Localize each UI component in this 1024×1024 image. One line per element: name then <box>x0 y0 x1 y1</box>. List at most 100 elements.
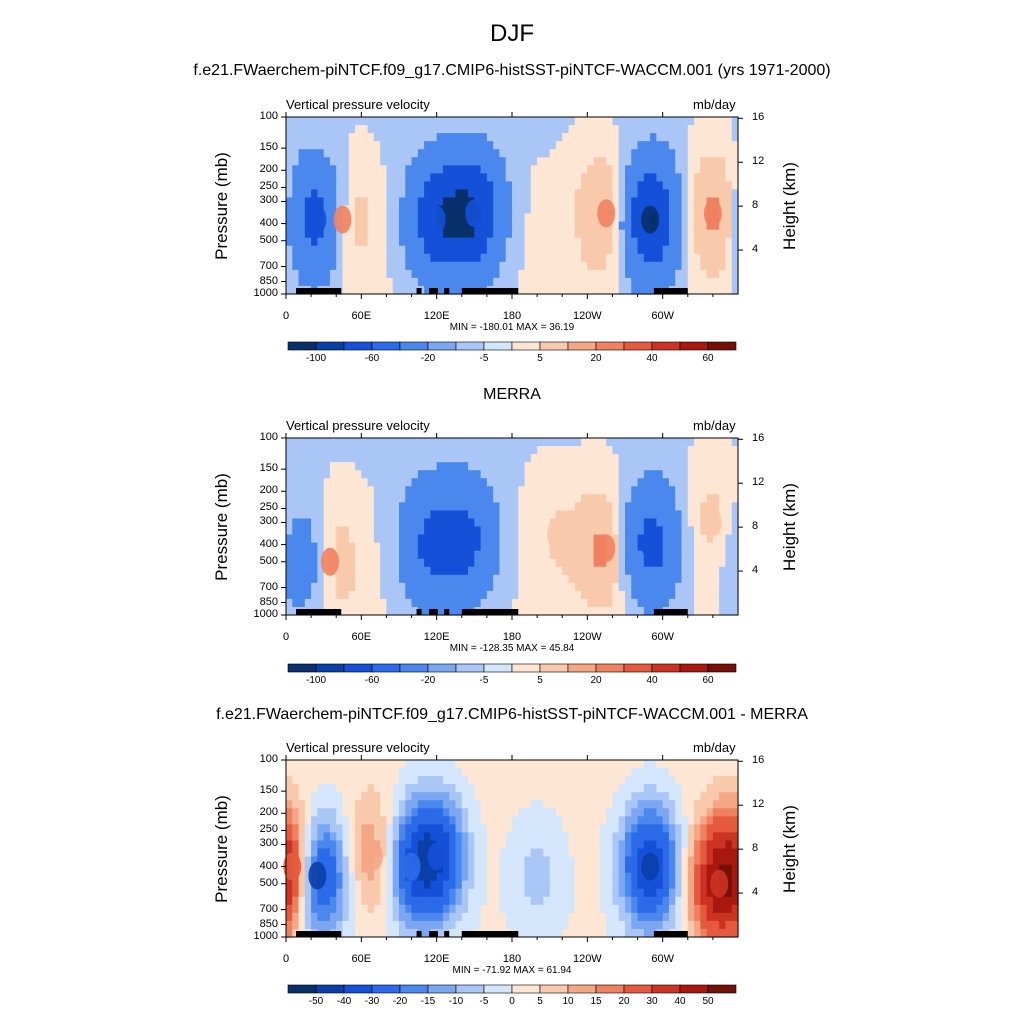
heatmap-cell <box>386 598 394 608</box>
heatmap-cell <box>329 173 337 182</box>
heatmap-cell <box>662 189 670 199</box>
heatmap-cell <box>537 542 544 552</box>
heatmap-cell <box>518 197 526 207</box>
heatmap-cell <box>700 518 708 528</box>
heatmap-cell <box>336 229 344 239</box>
heatmap-cell <box>668 574 676 584</box>
heatmap-cell <box>537 502 544 512</box>
heatmap-cell <box>292 205 300 215</box>
heatmap-cell <box>543 558 551 568</box>
heatmap-cell <box>637 502 645 512</box>
heatmap-cell <box>480 205 488 215</box>
colorbar-box <box>315 341 345 351</box>
heatmap-cell <box>493 832 501 842</box>
heatmap-cell <box>612 125 620 134</box>
heatmap-cell <box>712 165 720 174</box>
heatmap-cell <box>631 598 639 608</box>
heatmap-cell <box>480 229 488 239</box>
heatmap-cell <box>442 149 450 158</box>
heatmap-cell <box>361 133 369 142</box>
heatmap-cell <box>442 904 450 914</box>
x-tick-label: 120E <box>423 310 450 322</box>
heatmap-cell <box>687 125 695 134</box>
heatmap-cell <box>518 261 526 271</box>
heatmap-cell <box>367 872 375 882</box>
heatmap-cell <box>380 558 388 568</box>
heatmap-cell <box>581 454 588 463</box>
heatmap-cell <box>555 205 563 215</box>
heatmap-cell <box>292 896 300 906</box>
right-tick-label: 16 <box>752 111 765 124</box>
heatmap-cell <box>593 928 601 938</box>
heatmap-cell <box>455 237 463 247</box>
heatmap-cell <box>424 470 431 479</box>
heatmap-cell <box>373 221 381 231</box>
heatmap-cell <box>317 784 325 793</box>
heatmap-cell <box>562 598 570 608</box>
heatmap-cell <box>612 494 620 503</box>
heatmap-cell <box>373 566 381 576</box>
heatmap-cell <box>461 760 469 769</box>
heatmap-cell <box>618 816 626 825</box>
heatmap-cell <box>286 606 293 616</box>
heatmap-cell <box>355 832 362 842</box>
figure-title: DJF <box>490 20 534 47</box>
heatmap-cell <box>417 494 425 503</box>
heatmap-cell <box>486 582 494 592</box>
heatmap-cell <box>524 173 532 182</box>
heatmap-cell <box>367 792 375 801</box>
heatmap-cell <box>386 133 394 142</box>
heatmap-cell <box>587 261 595 271</box>
heatmap-cell <box>712 760 720 769</box>
heatmap-cell <box>348 454 356 463</box>
y-tick-label: 400 <box>259 216 278 229</box>
heatmap-cell <box>468 125 475 134</box>
heatmap-cell <box>323 872 331 882</box>
heatmap-cell <box>505 768 513 777</box>
heatmap-cell <box>304 888 312 898</box>
heatmap-cell <box>587 165 595 174</box>
heatmap-cell <box>417 486 425 495</box>
heatmap-cell <box>380 920 388 930</box>
heatmap-cell <box>719 824 727 834</box>
heatmap-cell <box>681 558 689 568</box>
heatmap-cell <box>424 133 431 142</box>
heatmap-cell <box>424 896 431 906</box>
heatmap-cell <box>405 285 413 295</box>
heatmap-cell <box>436 269 444 279</box>
heatmap-cell <box>599 470 607 479</box>
heatmap-cell <box>311 888 318 898</box>
heatmap-cell <box>719 768 727 777</box>
heatmap-cell <box>587 189 595 199</box>
heatmap-cell <box>424 558 431 568</box>
heatmap-cell <box>411 253 419 263</box>
heatmap-cell <box>405 510 413 520</box>
heatmap-cell <box>505 173 513 182</box>
heatmap-cell <box>430 768 438 777</box>
heatmap-cell <box>725 840 733 850</box>
heatmap-cell <box>323 213 331 223</box>
heatmap-cell <box>468 590 475 600</box>
heatmap-cell <box>712 912 720 922</box>
heatmap-cell <box>612 157 620 166</box>
heatmap-cell <box>631 197 639 207</box>
heatmap-cell <box>625 518 632 528</box>
heatmap-cell <box>292 518 300 528</box>
heatmap-cell <box>725 510 733 520</box>
heatmap-cell <box>606 486 614 495</box>
heatmap-cell <box>631 776 639 785</box>
heatmap-cell <box>355 800 362 809</box>
heatmap-cell <box>386 784 394 793</box>
heatmap-cell <box>555 864 563 874</box>
heatmap-cell <box>694 904 701 914</box>
heatmap-cell <box>562 181 570 191</box>
heatmap-cell <box>342 760 350 769</box>
heatmap-cell <box>304 229 312 239</box>
heatmap-cell <box>662 784 670 793</box>
heatmap-cell <box>562 165 570 174</box>
heatmap-cell <box>493 197 501 207</box>
heatmap-cell <box>574 880 582 890</box>
heatmap-cell <box>681 157 689 166</box>
heatmap-cell <box>587 213 595 223</box>
heatmap-cell <box>505 816 513 825</box>
